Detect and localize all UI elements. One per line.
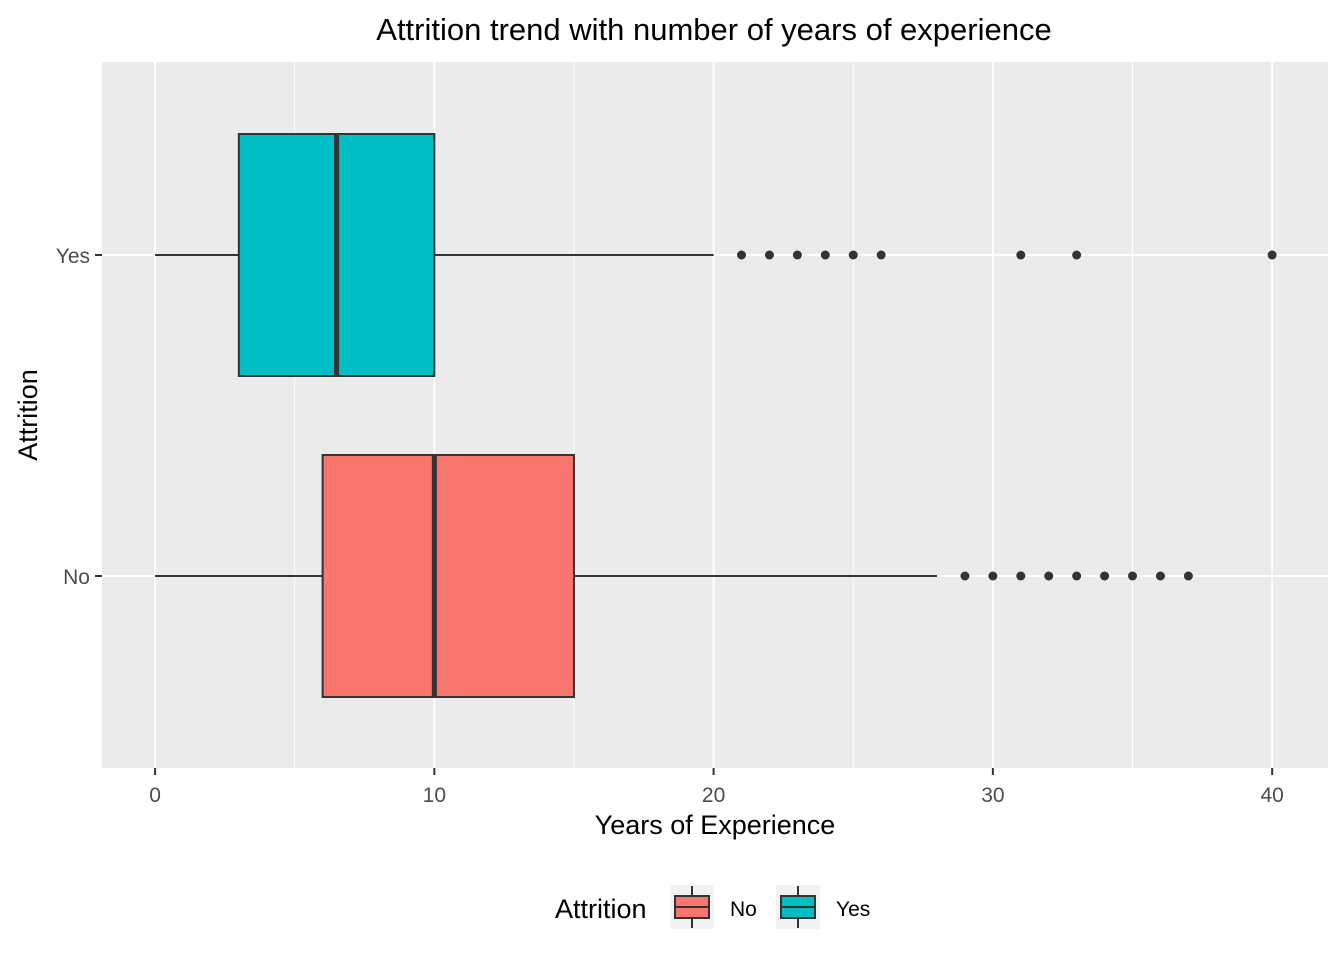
outlier-point xyxy=(1267,250,1277,260)
outlier-point xyxy=(1128,571,1138,581)
legend-item-no: No xyxy=(670,885,757,929)
outlier-point xyxy=(764,250,774,260)
legend-label: No xyxy=(730,898,757,921)
legend-title: Attrition xyxy=(555,894,647,924)
outlier-point xyxy=(876,250,886,260)
outlier-point xyxy=(1183,571,1193,581)
boxes xyxy=(155,133,1277,698)
legend: Attrition No Yes xyxy=(555,885,870,929)
x-tick-label: 30 xyxy=(981,784,1004,807)
outlier-point xyxy=(988,571,998,581)
outlier-point xyxy=(1072,571,1082,581)
legend-item-yes: Yes xyxy=(776,885,870,929)
y-tick-label: No xyxy=(63,566,90,589)
outlier-point xyxy=(820,250,830,260)
outlier-point xyxy=(1016,250,1026,260)
x-tick-label: 0 xyxy=(149,784,161,807)
outlier-point xyxy=(1155,571,1165,581)
outlier-point xyxy=(792,250,802,260)
outlier-point xyxy=(1016,571,1026,581)
chart-title: Attrition trend with number of years of … xyxy=(376,12,1051,47)
outlier-point xyxy=(960,571,970,581)
legend-label: Yes xyxy=(836,898,870,921)
x-axis-title: Years of Experience xyxy=(595,810,836,840)
outlier-point xyxy=(737,250,747,260)
x-axis: 0 10 20 30 40 xyxy=(149,768,1284,807)
outlier-point xyxy=(1044,571,1054,581)
y-axis-title: Attrition xyxy=(13,369,43,461)
x-tick-label: 20 xyxy=(702,784,725,807)
outlier-point xyxy=(848,250,858,260)
x-tick-label: 40 xyxy=(1260,784,1283,807)
y-tick-label: Yes xyxy=(56,245,90,268)
box-no xyxy=(155,454,1193,698)
outlier-point xyxy=(1100,571,1110,581)
y-axis: No Yes xyxy=(56,245,102,589)
iqr-box xyxy=(321,454,575,698)
box-yes xyxy=(155,133,1277,377)
x-tick-label: 10 xyxy=(423,784,446,807)
outlier-point xyxy=(1072,250,1082,260)
